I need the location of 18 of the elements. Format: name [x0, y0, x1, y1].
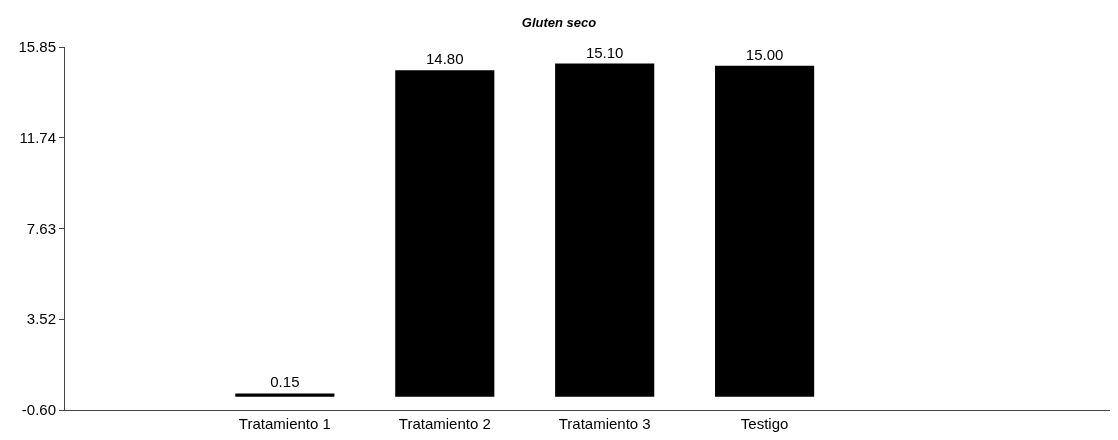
- y-tick-label: 7.63: [26, 219, 56, 237]
- y-tick-label: -0.60: [21, 401, 56, 419]
- y-tick-label: 3.52: [26, 310, 56, 328]
- bar: [715, 65, 815, 397]
- bar: [235, 393, 335, 397]
- data-label: 15.00: [745, 45, 784, 63]
- chart-title: Gluten seco: [521, 14, 597, 30]
- y-tick-label: 11.74: [19, 128, 56, 146]
- x-tick-label: Tratamiento 2: [398, 415, 491, 432]
- y-tick-label: 15.85: [18, 38, 56, 56]
- data-label: 0.15: [270, 373, 300, 391]
- x-tick-label: Tratamiento 3: [558, 415, 651, 432]
- x-tick-label: Tratamiento 1: [238, 415, 331, 432]
- x-tick-label: Testigo: [740, 415, 789, 432]
- data-label: 14.80: [426, 50, 464, 68]
- bar: [395, 70, 495, 397]
- data-label: 15.10: [585, 43, 624, 61]
- bar: [555, 63, 655, 397]
